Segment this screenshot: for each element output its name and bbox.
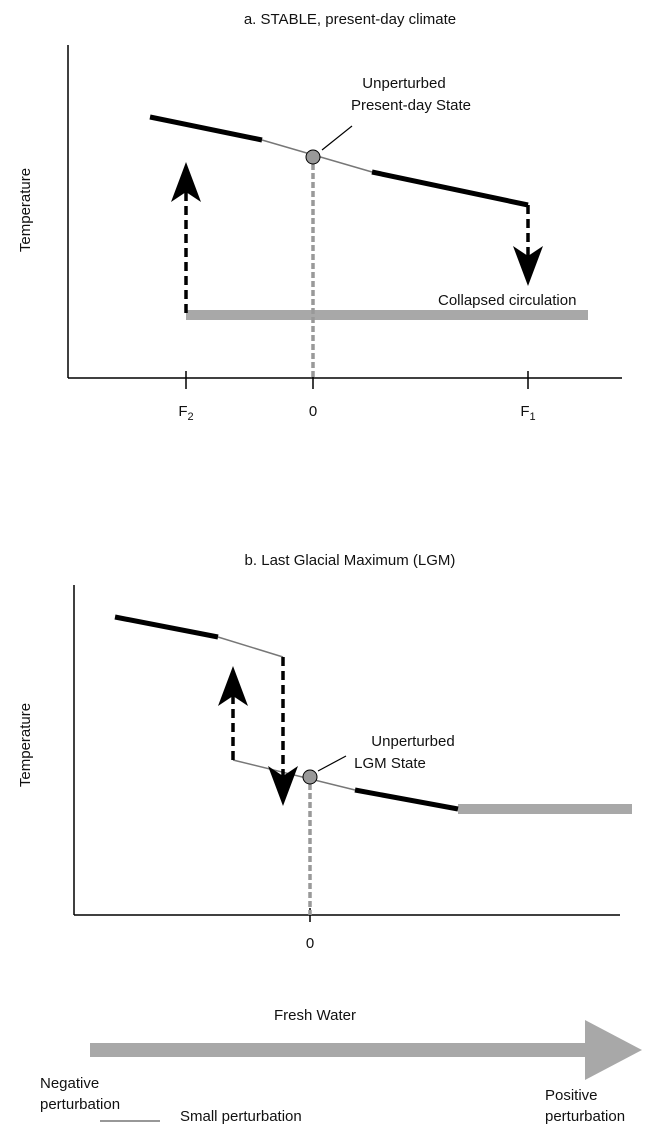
- tick-label: F1: [520, 403, 535, 423]
- panel-title: a. STABLE, present-day climate: [244, 11, 456, 28]
- stable-branch: [114, 614, 219, 640]
- arrowhead: [218, 666, 248, 706]
- state-marker: [305, 149, 321, 165]
- annotation: Unperturbed: [362, 75, 445, 92]
- legend-label: Small perturbation: [180, 1108, 302, 1125]
- annotation: Collapsed circulation: [438, 292, 576, 309]
- end-label: Negative: [40, 1075, 99, 1092]
- annotation: LGM State: [354, 755, 426, 772]
- arrowhead: [513, 246, 543, 286]
- panel-title: b. Last Glacial Maximum (LGM): [245, 552, 456, 569]
- pointer: [317, 755, 347, 772]
- arrowhead: [268, 766, 298, 806]
- annotation: Unperturbed: [371, 733, 454, 750]
- pointer: [321, 125, 353, 151]
- state-marker: [302, 769, 318, 785]
- arrow-label: Fresh Water: [274, 1007, 356, 1024]
- annotation: Present-day State: [351, 97, 471, 114]
- tick-label: 0: [309, 403, 317, 420]
- stable-branch: [371, 169, 529, 208]
- end-label: perturbation: [545, 1108, 625, 1125]
- tick-label: F2: [178, 403, 193, 423]
- end-label: perturbation: [40, 1096, 120, 1113]
- arrowhead: [171, 162, 201, 202]
- stable-branch: [354, 787, 459, 812]
- y-label: Temperature: [17, 168, 34, 252]
- tick-label: 0: [306, 935, 314, 952]
- small-perturbation: [217, 636, 284, 658]
- fresh-water-arrow: [90, 1043, 588, 1057]
- stable-branch: [149, 114, 263, 143]
- end-label: Positive: [545, 1087, 598, 1104]
- fresh-water-arrowhead: [585, 1020, 642, 1080]
- y-label: Temperature: [17, 703, 34, 787]
